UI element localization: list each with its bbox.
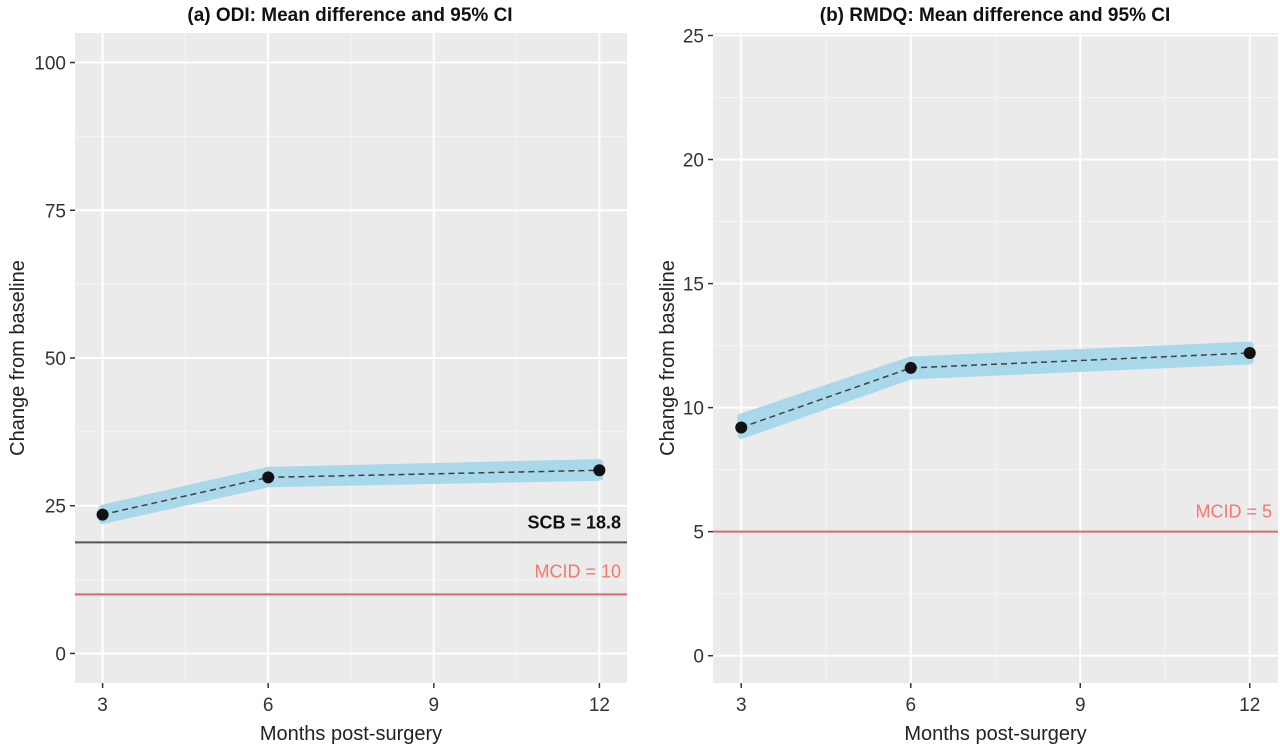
reference-line-label: MCID = 5 — [1195, 502, 1272, 522]
x-tick-label: 9 — [1075, 695, 1086, 716]
y-tick-label: 100 — [34, 54, 66, 75]
reference-line-label: MCID = 10 — [534, 561, 621, 581]
x-tick-label: 6 — [263, 695, 274, 716]
chart-title: (b) RMDQ: Mean difference and 95% CI — [820, 5, 1171, 26]
data-point — [1243, 347, 1256, 360]
y-tick-label: 20 — [683, 151, 704, 172]
y-axis-label: Change from baseline — [7, 260, 29, 456]
y-tick-label: 50 — [45, 349, 66, 370]
y-tick-label: 75 — [45, 201, 66, 222]
y-tick-label: 10 — [683, 399, 704, 420]
panel-a: SCB = 18.8 MCID = 10 0 25 50 75 100 3 6 9 12 (a) OD… — [7, 5, 627, 745]
x-tick-label: 3 — [736, 695, 747, 716]
data-point — [96, 508, 109, 521]
x-axis-label: Months post-surgery — [904, 723, 1086, 745]
y-tick-label: 25 — [45, 497, 66, 518]
x-tick-label: 9 — [429, 695, 440, 716]
mean-line — [102, 469, 600, 516]
y-tick-label: 15 — [683, 275, 704, 296]
data-point — [735, 421, 748, 434]
data-point — [593, 464, 606, 477]
y-tick-label: 25 — [683, 26, 704, 47]
y-tick-label: 0 — [693, 647, 704, 668]
y-tick-label: 5 — [693, 523, 704, 544]
data-point — [904, 361, 917, 374]
x-axis-label: Months post-surgery — [260, 723, 442, 745]
mean-line — [741, 352, 1250, 429]
x-tick-label: 12 — [1239, 695, 1260, 716]
data-point — [262, 471, 275, 484]
x-tick-label: 12 — [589, 695, 610, 716]
x-tick-label: 3 — [97, 695, 108, 716]
y-tick-label: 0 — [55, 644, 66, 665]
reference-line-label: SCB = 18.8 — [527, 512, 621, 532]
y-axis-label: Change from baseline — [657, 260, 679, 456]
x-tick-label: 6 — [905, 695, 916, 716]
chart-title: (a) ODI: Mean difference and 95% CI — [187, 5, 512, 26]
panel-b: MCID = 5 0 5 10 15 20 25 3 6 9 12 (b) RMDQ: Mean di… — [657, 5, 1278, 745]
